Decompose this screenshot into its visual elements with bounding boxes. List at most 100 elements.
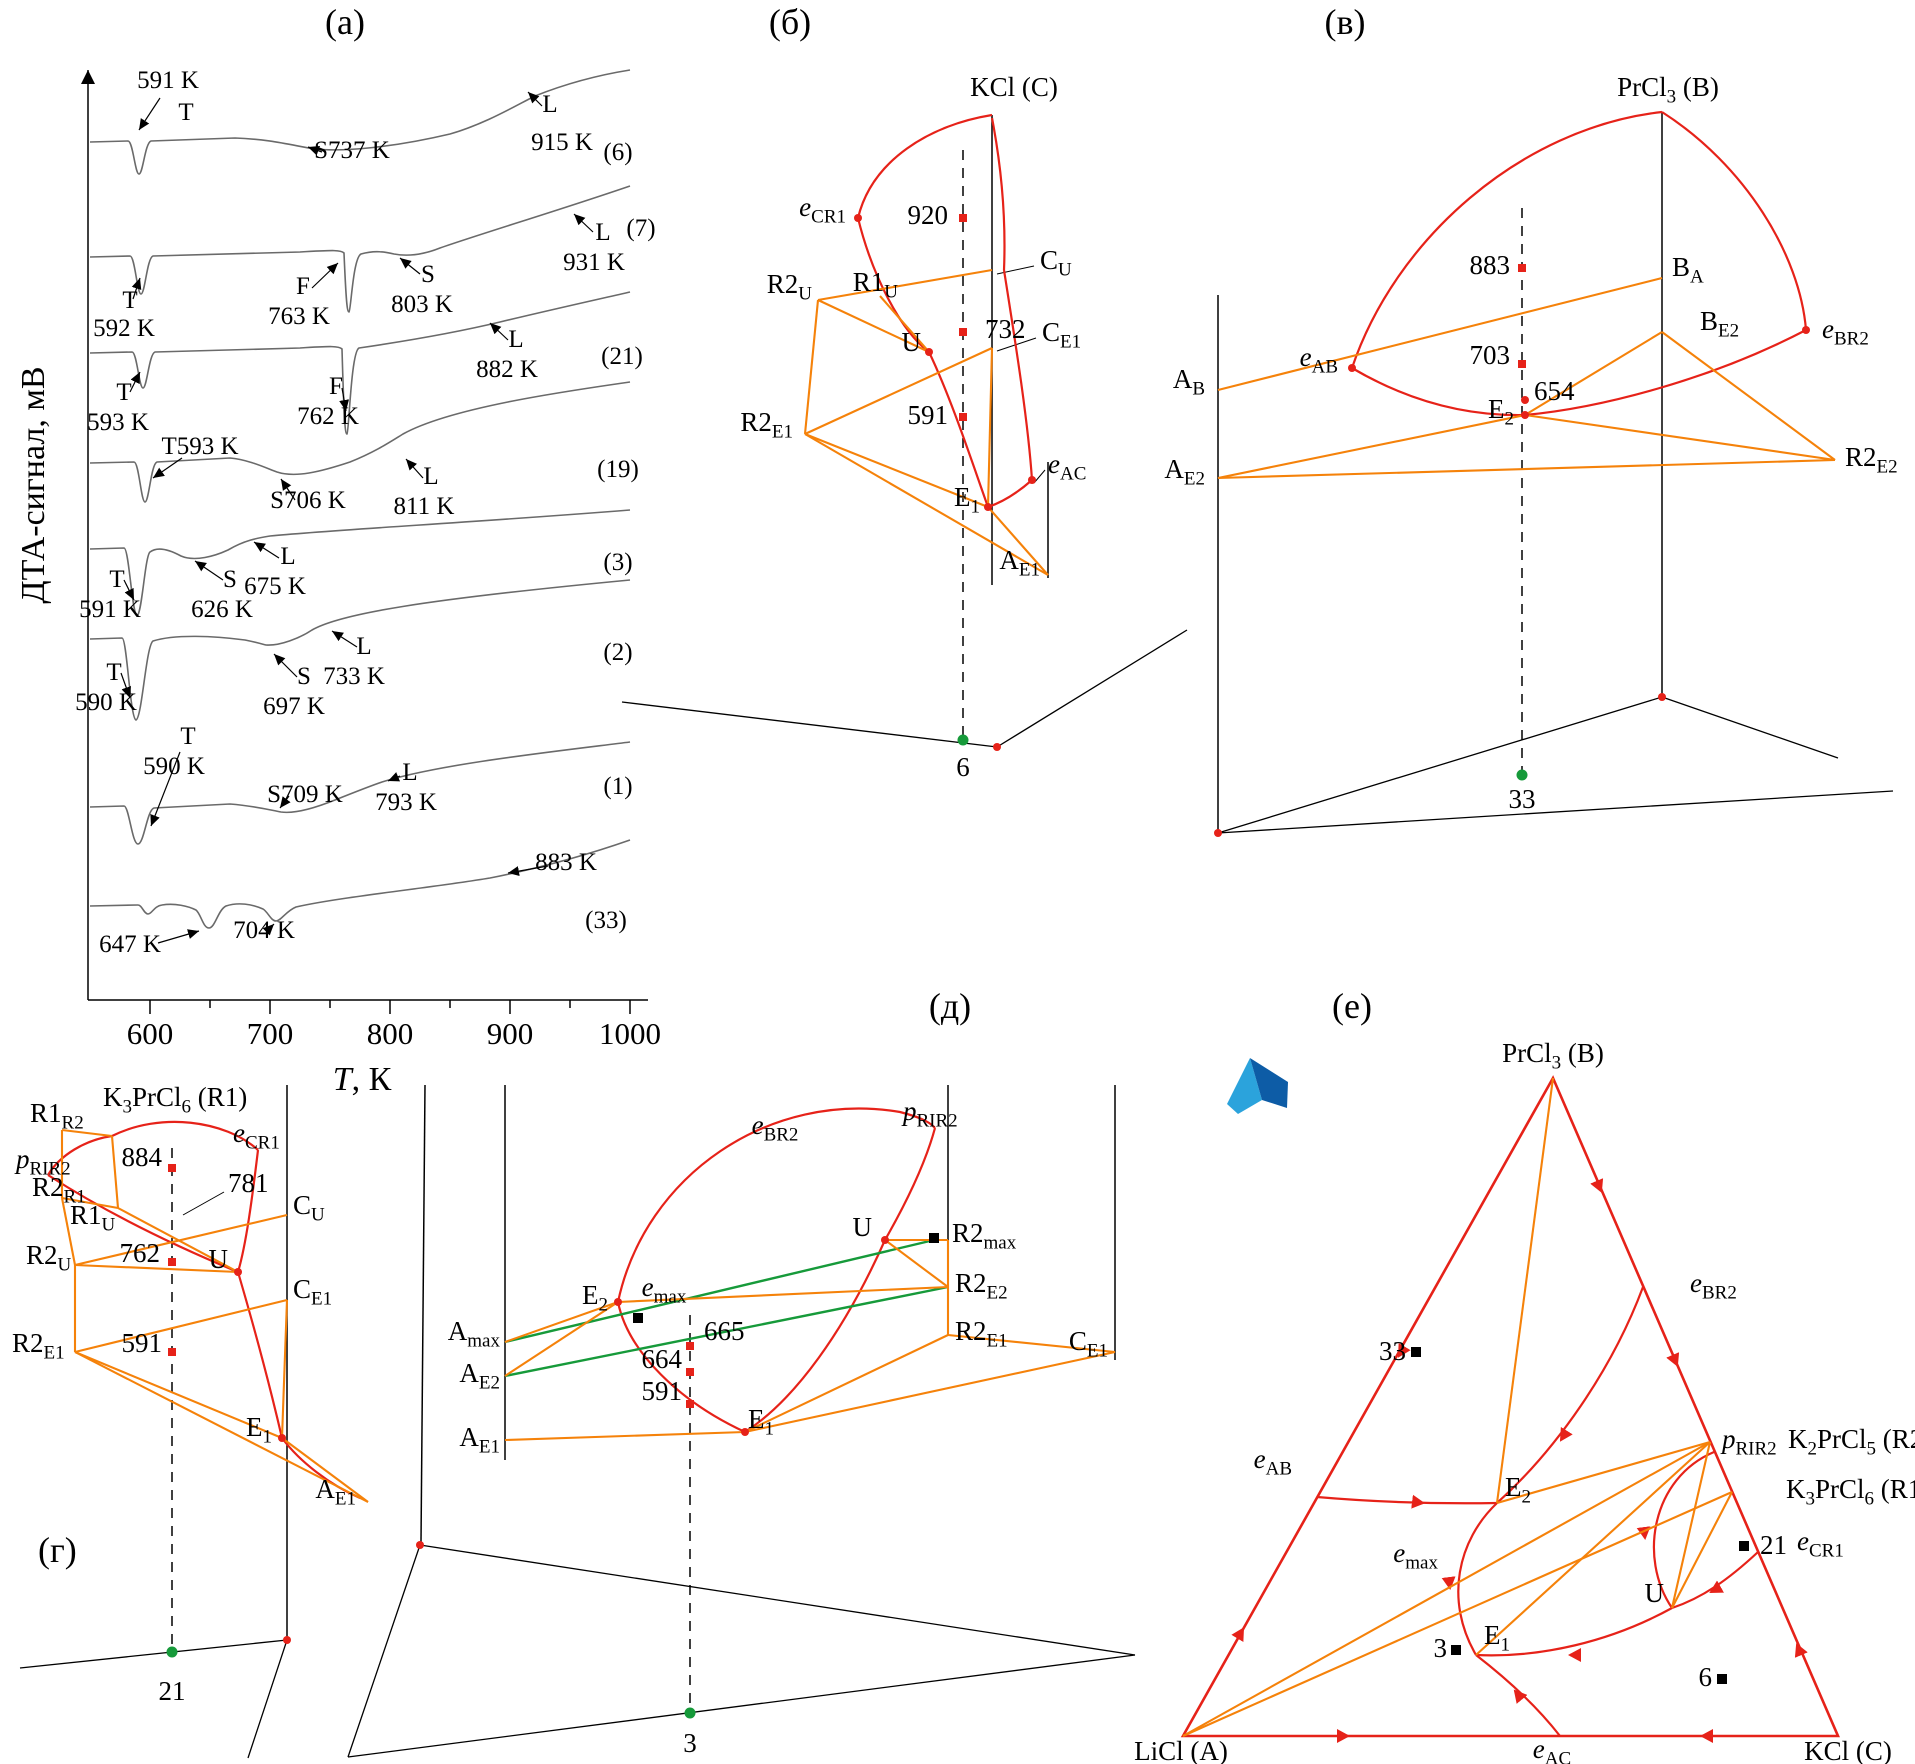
- e-br2-label: eBR2: [1690, 1268, 1737, 1304]
- temp-697-c2: 697 K: [263, 693, 325, 720]
- r1-u-label: R1U: [70, 1200, 116, 1236]
- panel-b-label: (б): [769, 2, 811, 42]
- tie-line-ce1-e1: [986, 347, 994, 508]
- point-u: [234, 1268, 242, 1276]
- panel-a-label: (а): [325, 2, 365, 42]
- base-corner: [993, 743, 1001, 751]
- edge-arrow: [1231, 1627, 1245, 1643]
- temp-591: 591: [122, 1328, 163, 1358]
- panel-e-labels: PrCl3 (B) LiCl (A) KCl (C) eAB eBR2 pRIR2 K2Pr…: [1134, 1038, 1915, 1764]
- annotation-arrow: [405, 458, 424, 479]
- r2-e2-label: R2E2: [955, 1268, 1008, 1304]
- e-ac-label: eAC: [1533, 1734, 1571, 1764]
- curve-u-e1: [1475, 1607, 1673, 1657]
- edge-arrow: [1590, 1178, 1604, 1193]
- tick-900: 900: [487, 1016, 534, 1051]
- e-ab-label: eAB: [1254, 1444, 1292, 1480]
- panel-v-labels: PrCl3 (B) 883 BA BE2 eBR2 eAB AB 703 654 E2 AE2 R2E…: [1164, 72, 1898, 837]
- tie-line-r2e1-ae1: [804, 433, 1049, 576]
- kcl-c-label: KCl (C): [970, 72, 1058, 102]
- annotation-arrow: [253, 541, 280, 559]
- temp-592-c7: 592 K: [93, 315, 155, 342]
- sample-21-label: 21: [159, 1676, 186, 1706]
- dta-curve-1: [89, 741, 631, 845]
- sample-3-label: 3: [1434, 1633, 1448, 1663]
- ternary-triangle: [1180, 1075, 1840, 1738]
- tie-line-e2-be2: [1524, 331, 1663, 416]
- tie-line-amax-e2: [504, 1301, 619, 1343]
- f-c7: F: [296, 273, 310, 300]
- curve-arrow: [1709, 1580, 1725, 1593]
- tick-600: 600: [127, 1016, 174, 1051]
- tie-line-e2-r2e2: [1524, 413, 1836, 462]
- annotation-arrow: [131, 277, 142, 300]
- tie-line-r1u-u: [879, 295, 930, 353]
- s706-c19: S706 K: [270, 487, 346, 514]
- curve-arrow: [1513, 1689, 1528, 1704]
- tie-line-r2e1-ce1: [804, 347, 993, 435]
- r2-e2-label: R2E2: [1845, 442, 1898, 478]
- annotation-arrow: [387, 772, 401, 782]
- tie-line-r2u-cu: [817, 268, 993, 302]
- sample-6-point: [957, 734, 969, 746]
- curve-eab-e2: [1351, 367, 1526, 417]
- point-ebr2: [1802, 326, 1810, 334]
- e1-label: E1: [246, 1412, 272, 1448]
- k3prcl6-r1-label: K3PrCl6 (R1): [103, 1082, 247, 1118]
- e-br2-label: eBR2: [752, 1110, 799, 1146]
- dta-curve-3: [89, 509, 631, 617]
- licl-a-label: LiCl (A): [1134, 1736, 1228, 1764]
- tie-line-u-r2e2: [884, 1239, 949, 1288]
- p-rir2-label: pRIR2: [14, 1144, 71, 1180]
- r2-r1-label: R2R1: [32, 1172, 86, 1208]
- tie-line-e1-ae1: [281, 1437, 369, 1503]
- point-884: [168, 1164, 176, 1172]
- temp-882-c21: 882 K: [476, 356, 538, 383]
- c-e1-label: CE1: [1069, 1326, 1108, 1362]
- curve-id-2: (2): [603, 639, 632, 666]
- temp-883-c33: 883 K: [535, 849, 597, 876]
- edge-arrow: [1666, 1352, 1680, 1367]
- curve-ecr1-u: [856, 217, 930, 353]
- e2-label: E2: [1488, 394, 1514, 430]
- point-920: [959, 214, 967, 222]
- e1-label: E1: [954, 482, 980, 518]
- panel-d-label: (д): [929, 986, 971, 1026]
- point-e1: [278, 1434, 286, 1442]
- curve-arrow: [1411, 1494, 1425, 1509]
- t-c6: T: [178, 99, 193, 126]
- base-edge: [1217, 696, 1663, 834]
- panel-d: Amax AE2 AE1 eBR2 pRIR2 U R2max R2E2 R2E1 CE1 E2 em…: [347, 1084, 1136, 1758]
- sample-33-label: 33: [1379, 1336, 1406, 1366]
- tie-line-r2e1-ce1: [74, 1298, 288, 1354]
- point-eab: [1348, 364, 1356, 372]
- c-u-label: CU: [293, 1190, 325, 1226]
- sample-33-marker: [1411, 1347, 1421, 1357]
- base-corner-b: [1658, 693, 1666, 701]
- base-corner-left: [1214, 829, 1222, 837]
- c-e1-label: CE1: [293, 1274, 332, 1310]
- point-r2max: [929, 1233, 939, 1243]
- e-ac-label: eAC: [1048, 449, 1086, 485]
- alkemade-r2-e1: [1475, 1441, 1711, 1656]
- annotation-arrow: [311, 262, 339, 289]
- annotation-arrow: [399, 257, 421, 275]
- dta-curve-33: [89, 839, 631, 929]
- c-u-label: CU: [1040, 245, 1072, 281]
- s-c3: S: [223, 566, 237, 593]
- sample-33-point: [1516, 769, 1528, 781]
- r2-max-label: R2max: [952, 1218, 1017, 1254]
- panel-g-label: (г): [38, 1530, 77, 1570]
- curve-ebr2-e2: [1496, 1286, 1645, 1504]
- e2-label: E2: [582, 1280, 608, 1316]
- annotation-arrow: [262, 923, 275, 936]
- curve-ebr2-e2: [1524, 329, 1807, 417]
- s-c2: S: [297, 663, 311, 690]
- e-br2-label: eBR2: [1822, 314, 1869, 350]
- base-edge: [1217, 790, 1894, 834]
- a-max-label: Amax: [448, 1316, 501, 1352]
- panel-b: KCl (C) eCR1 920 R2U R1U CU U 732 CE1 R2E1 591 eAC E…: [621, 72, 1188, 782]
- annotation-arrow: [120, 672, 131, 699]
- e-cr1-label: eCR1: [233, 1118, 280, 1154]
- temp-591: 591: [642, 1376, 683, 1406]
